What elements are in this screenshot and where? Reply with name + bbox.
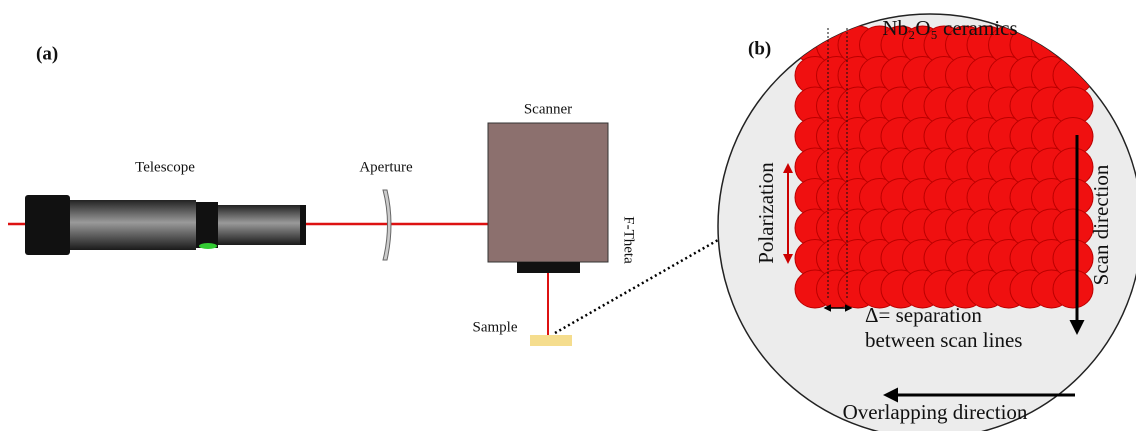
scan-direction-label: Scan direction	[1089, 164, 1113, 285]
panel-label: (a)	[36, 43, 58, 64]
telescope-glow	[199, 243, 217, 249]
telescope-front	[218, 205, 300, 245]
scanner	[488, 123, 608, 262]
telescope-label: Telescope	[135, 159, 195, 175]
telescope-end	[25, 195, 70, 255]
f-theta-label: F-Theta	[621, 216, 637, 264]
laser-spot	[1053, 270, 1093, 308]
f-theta-lens	[517, 262, 580, 273]
material-label: Nb₂O₅ ceramics	[882, 16, 1017, 40]
separation-label: between scan lines	[865, 328, 1022, 352]
aperture-label: Aperture	[359, 159, 413, 175]
figure: (a) Telescope Aperture Scanner F-Theta S…	[0, 0, 1136, 431]
sample-label: Sample	[473, 319, 518, 335]
telescope-ring	[196, 202, 218, 248]
polarization-label: Polarization	[754, 162, 778, 264]
page: {"panel_a": {"label": "(a)", "telescope"…	[0, 0, 1136, 431]
separation-label: Δ= separation	[865, 303, 982, 327]
overlapping-label: Overlapping direction	[843, 400, 1028, 424]
telescope-cap	[300, 205, 306, 245]
telescope-body	[70, 200, 196, 250]
laser-spot	[1053, 26, 1093, 64]
scanner-label: Scanner	[524, 101, 572, 117]
laser-spots	[795, 26, 1093, 308]
panel-label: (b)	[748, 38, 771, 59]
sample	[530, 335, 572, 346]
